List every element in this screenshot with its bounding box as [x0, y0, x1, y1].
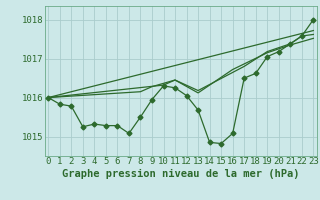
- X-axis label: Graphe pression niveau de la mer (hPa): Graphe pression niveau de la mer (hPa): [62, 169, 300, 179]
